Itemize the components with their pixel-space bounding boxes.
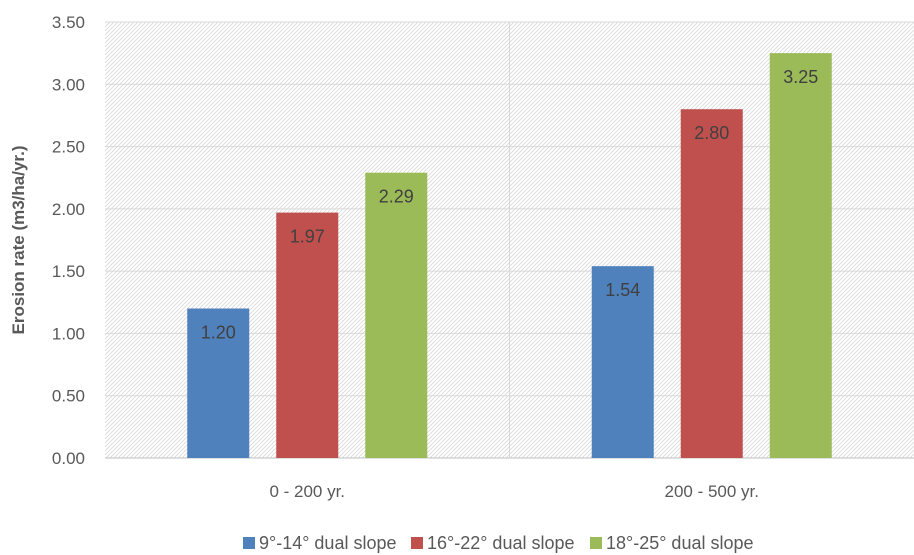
- y-axis-label: Erosion rate (m3/ha/yr.): [9, 146, 28, 335]
- y-tick-label: 3.00: [52, 75, 85, 94]
- y-tick-label: 0.00: [52, 449, 85, 468]
- x-axis-categories: 0 - 200 yr. 200 - 500 yr.: [269, 482, 759, 501]
- legend-swatch: [590, 537, 602, 549]
- y-tick-label: 2.50: [52, 138, 85, 157]
- legend-swatch: [243, 537, 255, 549]
- y-tick-label: 1.00: [52, 324, 85, 343]
- y-tick-label: 1.50: [52, 262, 85, 281]
- legend-swatch: [411, 537, 423, 549]
- bar: [276, 212, 339, 458]
- bar: [187, 308, 250, 458]
- x-category-label: 0 - 200 yr.: [269, 482, 345, 501]
- data-label: 2.80: [694, 123, 729, 143]
- bar: [591, 266, 654, 458]
- legend-entry: 16°-22° dual slope: [427, 533, 575, 553]
- data-label: 2.29: [379, 187, 414, 207]
- y-tick-label: 2.00: [52, 200, 85, 219]
- y-tick-label: 0.50: [52, 387, 85, 406]
- bars: 1.20 1.97 2.29 1.54 2.80 3.25: [187, 53, 832, 459]
- bar: [680, 109, 743, 458]
- data-label: 1.20: [201, 323, 236, 343]
- data-label: 1.97: [290, 227, 325, 247]
- bar: [365, 172, 428, 458]
- legend-entry: 9°-14° dual slope: [259, 533, 397, 553]
- legend-entry: 18°-25° dual slope: [606, 533, 754, 553]
- y-axis-ticks: 0.00 0.50 1.00 1.50 2.00 2.50 3.00 3.50: [52, 13, 85, 468]
- legend: 9°-14° dual slope 16°-22° dual slope 18°-2…: [243, 533, 754, 553]
- x-category-label: 200 - 500 yr.: [664, 482, 759, 501]
- bar: [769, 53, 832, 459]
- data-label: 1.54: [605, 280, 640, 300]
- data-label: 3.25: [783, 67, 818, 87]
- y-tick-label: 3.50: [52, 13, 85, 32]
